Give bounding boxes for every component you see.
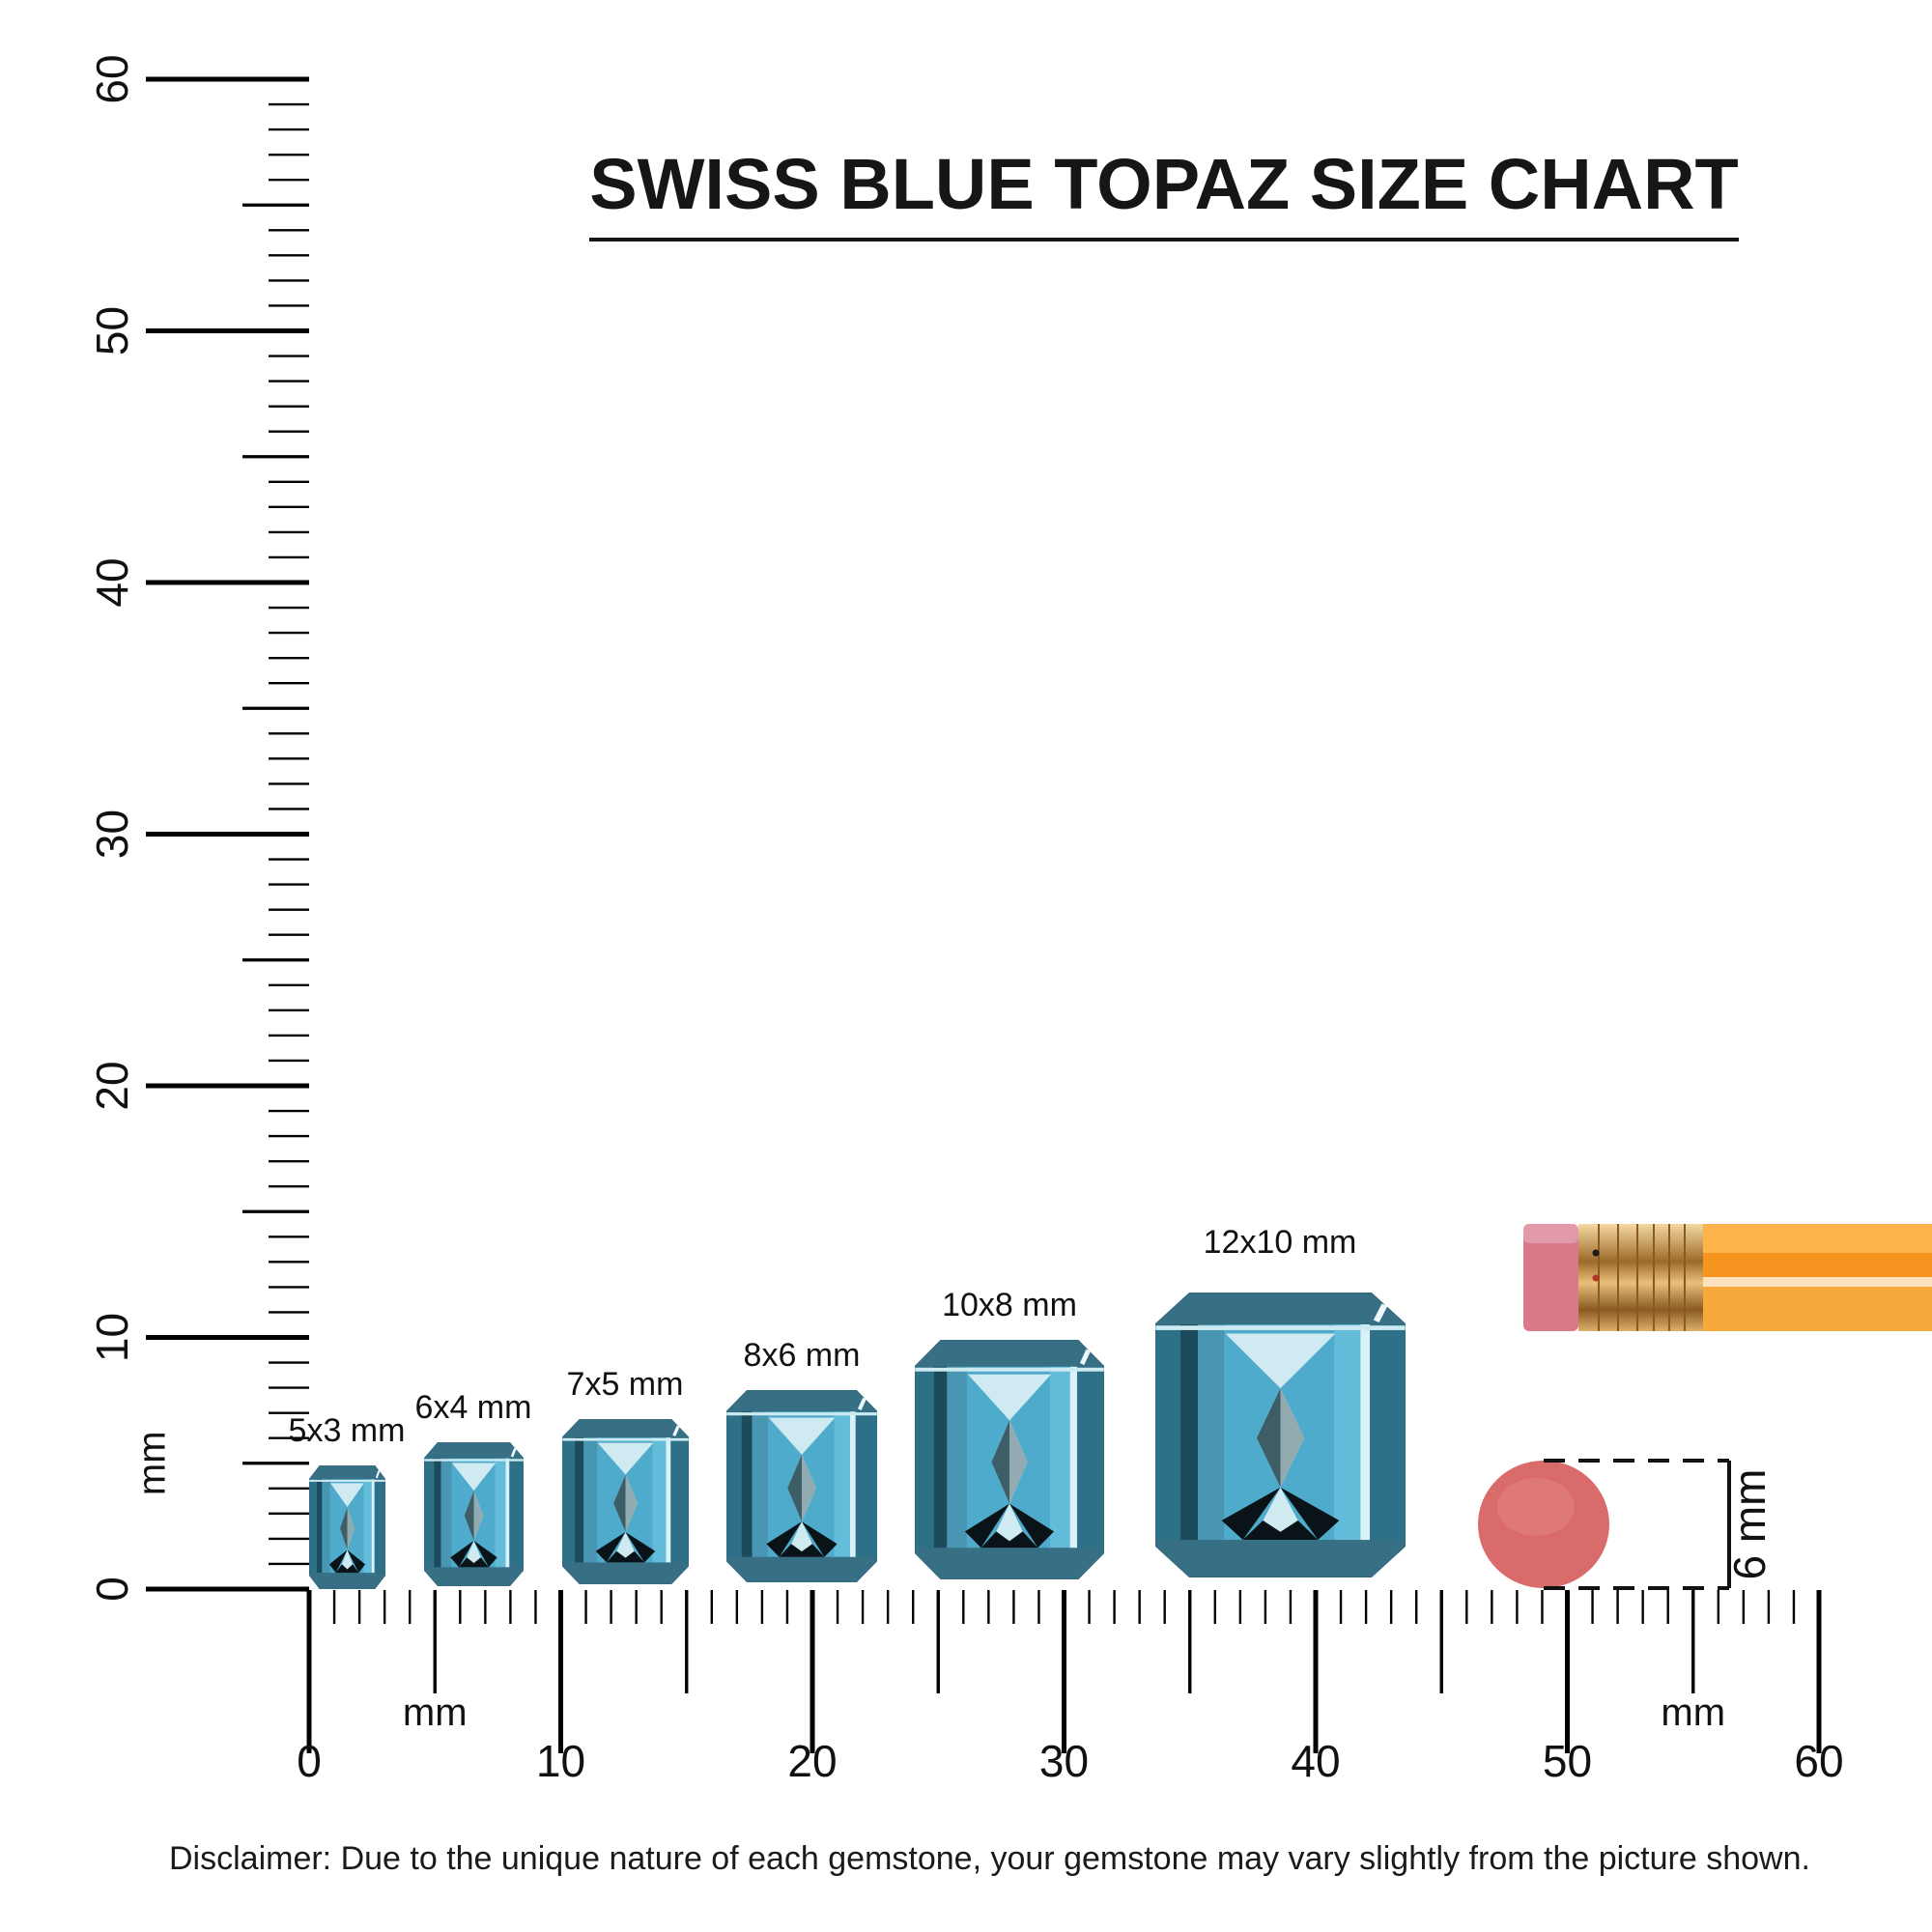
svg-text:6 mm: 6 mm <box>1724 1469 1775 1580</box>
